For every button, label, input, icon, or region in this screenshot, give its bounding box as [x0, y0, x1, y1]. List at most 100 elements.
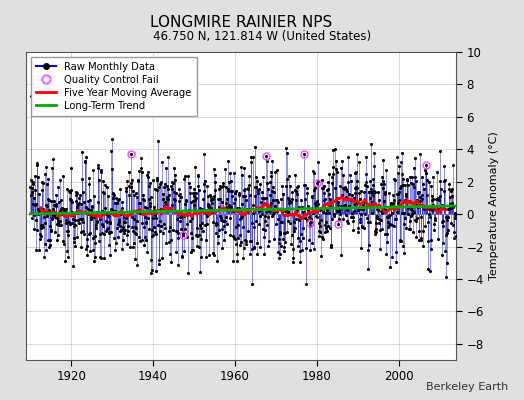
Point — [450, 212, 458, 218]
Point — [337, 164, 345, 171]
Point — [180, 213, 188, 220]
Point — [67, 187, 75, 193]
Point — [91, 233, 100, 239]
Point — [239, 255, 248, 262]
Point — [354, 224, 362, 231]
Point — [146, 200, 155, 206]
Point — [253, 250, 261, 257]
Point — [254, 186, 263, 193]
Point — [279, 191, 287, 197]
Point — [446, 201, 455, 208]
Point — [81, 158, 89, 165]
Point — [250, 244, 258, 250]
Point — [430, 204, 438, 210]
Point — [37, 222, 46, 228]
Point — [125, 183, 133, 189]
Point — [82, 204, 91, 210]
Point — [346, 196, 354, 202]
Point — [114, 196, 123, 203]
Point — [156, 206, 165, 212]
Point — [212, 220, 221, 226]
Point — [218, 226, 226, 232]
Point — [348, 191, 356, 198]
Point — [411, 218, 420, 224]
Point — [440, 178, 449, 184]
Point — [178, 212, 187, 218]
Point — [354, 206, 363, 213]
Point — [221, 217, 230, 224]
Point — [397, 183, 406, 189]
Point — [310, 246, 318, 252]
Point — [263, 222, 271, 228]
Point — [42, 202, 50, 208]
Point — [152, 174, 161, 181]
Point — [383, 214, 391, 220]
Point — [174, 235, 182, 241]
Point — [172, 208, 181, 214]
Point — [446, 194, 454, 200]
Point — [190, 193, 198, 200]
Point — [321, 218, 330, 225]
Point — [173, 230, 182, 236]
Point — [41, 164, 50, 170]
Point — [319, 236, 328, 242]
Point — [420, 186, 428, 192]
Point — [305, 246, 314, 253]
Point — [438, 202, 446, 208]
Point — [412, 178, 421, 184]
Point — [279, 191, 288, 197]
Point — [270, 168, 279, 175]
Point — [422, 162, 430, 168]
Point — [97, 221, 106, 228]
Point — [197, 254, 205, 260]
Point — [370, 189, 379, 195]
Point — [431, 214, 440, 221]
Point — [28, 185, 37, 191]
Point — [91, 240, 99, 246]
Point — [306, 222, 314, 229]
Point — [127, 184, 135, 190]
Point — [282, 176, 291, 182]
Point — [90, 192, 99, 199]
Point — [432, 196, 441, 202]
Point — [257, 199, 265, 205]
Point — [309, 168, 317, 174]
Point — [193, 172, 202, 179]
Point — [356, 195, 364, 202]
Point — [195, 243, 203, 250]
Point — [105, 241, 114, 248]
Point — [94, 162, 102, 168]
Point — [127, 151, 135, 157]
Point — [269, 211, 277, 218]
Point — [143, 248, 151, 255]
Point — [149, 177, 157, 183]
Point — [79, 228, 88, 234]
Point — [415, 237, 423, 243]
Point — [130, 255, 139, 262]
Point — [270, 209, 279, 215]
Point — [445, 181, 453, 188]
Point — [426, 204, 434, 210]
Point — [152, 215, 161, 221]
Point — [410, 155, 419, 161]
Point — [198, 206, 206, 212]
Point — [145, 226, 154, 232]
Point — [135, 200, 144, 206]
Point — [214, 239, 222, 246]
Point — [448, 186, 456, 192]
Point — [398, 210, 406, 216]
Point — [158, 196, 167, 202]
Point — [120, 214, 128, 220]
Point — [387, 200, 395, 206]
Point — [425, 179, 433, 186]
Point — [144, 215, 152, 222]
Point — [156, 218, 165, 224]
Point — [333, 208, 342, 215]
Point — [318, 184, 326, 191]
Point — [194, 183, 203, 189]
Point — [405, 226, 413, 232]
Point — [312, 202, 320, 208]
Point — [298, 204, 307, 210]
Point — [60, 241, 68, 248]
Point — [185, 179, 193, 186]
